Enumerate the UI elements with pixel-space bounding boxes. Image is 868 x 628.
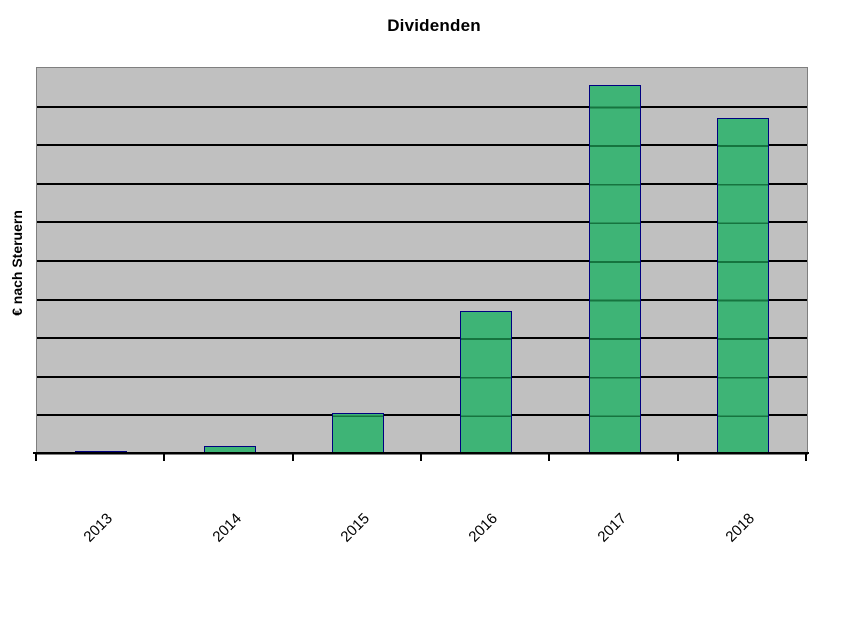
gridline <box>37 375 807 378</box>
bar-2018 <box>716 118 769 454</box>
x-tick-label-2017: 2017 <box>593 510 630 546</box>
x-tick-label-2014: 2014 <box>208 510 245 546</box>
x-axis-tick <box>805 454 807 461</box>
gridline <box>37 337 807 340</box>
y-axis-title: € nach Steruern <box>9 210 25 316</box>
x-axis-tick <box>35 454 37 461</box>
gridline <box>37 221 807 224</box>
x-tick-label-2015: 2015 <box>337 510 373 546</box>
gridline <box>37 182 807 185</box>
x-axis-tick <box>163 454 166 461</box>
gridline <box>37 260 807 262</box>
gridline <box>37 298 807 301</box>
bar-2017 <box>588 85 641 454</box>
x-tick-label-2018: 2018 <box>722 510 758 546</box>
x-axis-tick <box>548 454 551 461</box>
gridline <box>37 144 807 147</box>
bar-2016 <box>460 311 513 454</box>
gridline <box>37 105 807 108</box>
x-axis-tick <box>420 454 422 461</box>
x-axis-line <box>33 452 809 454</box>
chart-title: Dividenden <box>387 16 481 35</box>
x-tick-label-2016: 2016 <box>465 510 502 546</box>
gridline <box>37 414 807 417</box>
plot-area <box>36 67 808 455</box>
chart-root: Dividenden € nach Steruern 2013 2014 2015 2… <box>9 16 809 546</box>
x-axis-tick <box>291 454 294 461</box>
x-axis-tick <box>676 454 679 461</box>
x-tick-label-2013: 2013 <box>80 510 117 546</box>
bar-2015 <box>331 413 384 454</box>
